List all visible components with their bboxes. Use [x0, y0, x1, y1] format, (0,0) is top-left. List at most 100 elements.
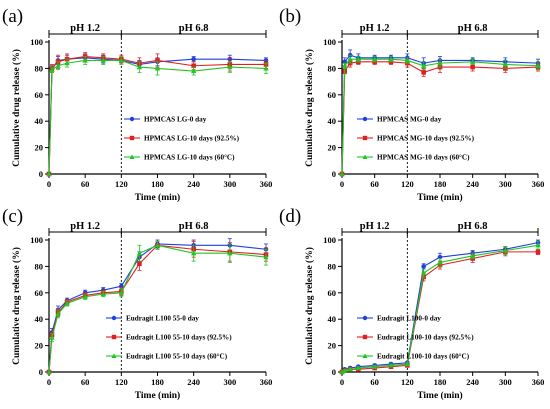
panel-2-y-tick-label: 0: [332, 169, 336, 179]
panel-4-ylabel: Cumulative drug release (%): [304, 247, 315, 365]
panel-3-series-3-point: [82, 294, 88, 299]
panel-1-series-3-point: [49, 67, 55, 72]
panel-4-legend-3-label: Eudragit L100-10 days (60°C): [377, 353, 470, 361]
panel-4-label: (d): [279, 206, 301, 227]
panel-2-phase-neutral-label: pH 6.8: [458, 23, 488, 34]
panel-4-phase-acid-label: pH 1.2: [360, 221, 390, 232]
panel-3-legend-2-label: Eudragit L100 55-10 days (92.5%): [126, 334, 232, 342]
panel-3-series-3-point: [64, 300, 70, 306]
panel-3-y-tick-label: 60: [35, 288, 44, 298]
panel-3-x-tick-label: 60: [81, 377, 90, 387]
panel-1-xlabel: Time (min): [135, 192, 180, 203]
panel-2-series-3-point: [347, 56, 353, 62]
panel-4-series-1-point: [421, 264, 426, 269]
panel-2-series-3-point: [470, 59, 476, 64]
panel-1-series-3-point: [55, 63, 61, 68]
panel-3-series-3-point: [154, 242, 161, 248]
panel-1-series-3-point: [100, 57, 106, 63]
panel-2-label: (b): [279, 6, 301, 27]
panel-3-label: (c): [2, 206, 23, 227]
panel-4-series-3-point: [342, 368, 348, 373]
panel-1-y-tick-label: 60: [35, 90, 44, 100]
panel-3-series-3-point: [118, 290, 124, 295]
panel-4-y-tick-label: 100: [323, 235, 336, 245]
panel-3-x-tick-label: 300: [223, 377, 236, 387]
panel-1-series-3-point: [64, 60, 70, 66]
panel-1-x-tick-label: 60: [81, 179, 90, 189]
panel-3-x-tick-label: 0: [47, 377, 51, 387]
panel-4-series-3-point: [502, 247, 508, 253]
panel-4-y-tick-label: 40: [328, 314, 337, 324]
panel-3-xlabel: Time (min): [135, 390, 180, 401]
panel-2-series-2-point: [470, 64, 475, 70]
panel-4-legend-2-label: Eudragit L100-10 days (92.5%): [377, 334, 474, 342]
panel-2-x-tick-label: 360: [532, 179, 545, 189]
panel-4-x-tick-label: 360: [532, 377, 545, 387]
panel-2-phase-acid-label: pH 1.2: [360, 23, 390, 34]
panel-4-series-3-point: [339, 369, 345, 375]
panel-3-series-3-point: [227, 250, 233, 256]
panel-1-x-tick-label: 300: [223, 179, 236, 189]
panel-4-series-3-point: [388, 362, 394, 368]
panel-1-series-3-point: [191, 68, 197, 74]
panel-3-legend-1-swatch-marker: [111, 315, 117, 321]
panel-2-series-3-point: [355, 56, 361, 62]
panel-2-y-tick-label: 20: [328, 143, 337, 153]
panel-4-legend-1-swatch-marker: [362, 315, 368, 321]
panel-3-series-3-point: [263, 254, 269, 260]
panel-3-x-tick-label: 120: [115, 377, 128, 387]
panel-4-series-3-point: [404, 361, 410, 367]
panel-1-legend-1-swatch-marker: [129, 116, 135, 122]
panel-4-series-3-point: [372, 364, 378, 369]
panel-2-series-3-point: [437, 60, 443, 66]
panel-2-series-3-point: [502, 61, 508, 67]
panel-3-phase-acid-label: pH 1.2: [70, 221, 100, 232]
panel-2-x-tick-label: 300: [499, 179, 512, 189]
panel-4-legend-2-swatch-marker: [362, 334, 368, 340]
panel-3-x-tick-label: 180: [151, 377, 164, 387]
panel-2-legend-2-swatch-marker: [362, 135, 368, 141]
panel-1-series-3-point: [82, 57, 88, 63]
panel-1-x-tick-label: 360: [260, 179, 273, 189]
panel-4-series-3-point: [421, 270, 427, 276]
panel-4-x-tick-label: 240: [466, 377, 479, 387]
panel-2-x-tick-label: 120: [401, 179, 414, 189]
panel-1-series-3-point: [263, 65, 269, 71]
panel-2-legend-1-swatch-marker: [362, 116, 368, 122]
panel-1-y-tick-label: 20: [35, 143, 44, 153]
panel-3-series-3-point: [191, 250, 197, 256]
panel-3-phase-neutral-label: pH 6.8: [179, 221, 209, 232]
panel-2-y-tick-label: 100: [323, 37, 336, 47]
panel-3-y-tick-label: 40: [35, 314, 44, 324]
panel-1-series-3-point: [118, 57, 124, 63]
panel-4-series-3-point: [535, 242, 541, 248]
panel-1-ylabel: Cumulative drug release (%): [11, 49, 22, 167]
panel-4-x-tick-label: 60: [370, 377, 379, 387]
panel-4-x-tick-label: 120: [401, 377, 414, 387]
panel-1-series-1-point: [191, 56, 196, 62]
panel-1-series-3-point: [46, 171, 52, 177]
panel-4-x-tick-label: 300: [499, 377, 512, 387]
panel-4-x-tick-label: 180: [434, 377, 447, 387]
panel-2-series-2-point: [421, 70, 426, 75]
panel-1-series-3-point: [227, 64, 233, 70]
panel-1-x-tick-label: 120: [115, 179, 128, 189]
panel-3-y-tick-label: 20: [35, 341, 44, 351]
panel-1-series-3-point: [154, 65, 161, 71]
panel-1-legend-2-label: HPMCAS LG-10 days (92.5%): [144, 135, 240, 143]
panel-3-series-3-point: [46, 369, 52, 375]
panel-2-series-3-point: [404, 57, 410, 63]
panel-2-ylabel: Cumulative drug release (%): [304, 49, 315, 167]
panel-3-x-tick-label: 360: [260, 377, 273, 387]
panel-1-legend-1-label: HPMCAS LG-0 day: [144, 116, 207, 124]
panel-1-series-2-point: [191, 63, 196, 69]
panel-1-series-3-point: [136, 64, 143, 70]
panel-3-legend-2-swatch-marker: [111, 334, 117, 340]
panel-1-y-tick-label: 80: [35, 63, 44, 73]
panel-3-series-2-point: [137, 261, 142, 267]
panel-4-legend-3-swatch-marker: [362, 353, 368, 359]
panel-3-y-tick-label: 80: [35, 261, 44, 271]
panel-1-label: (a): [2, 6, 23, 27]
panel-1-legend-2-swatch-marker: [129, 135, 135, 141]
